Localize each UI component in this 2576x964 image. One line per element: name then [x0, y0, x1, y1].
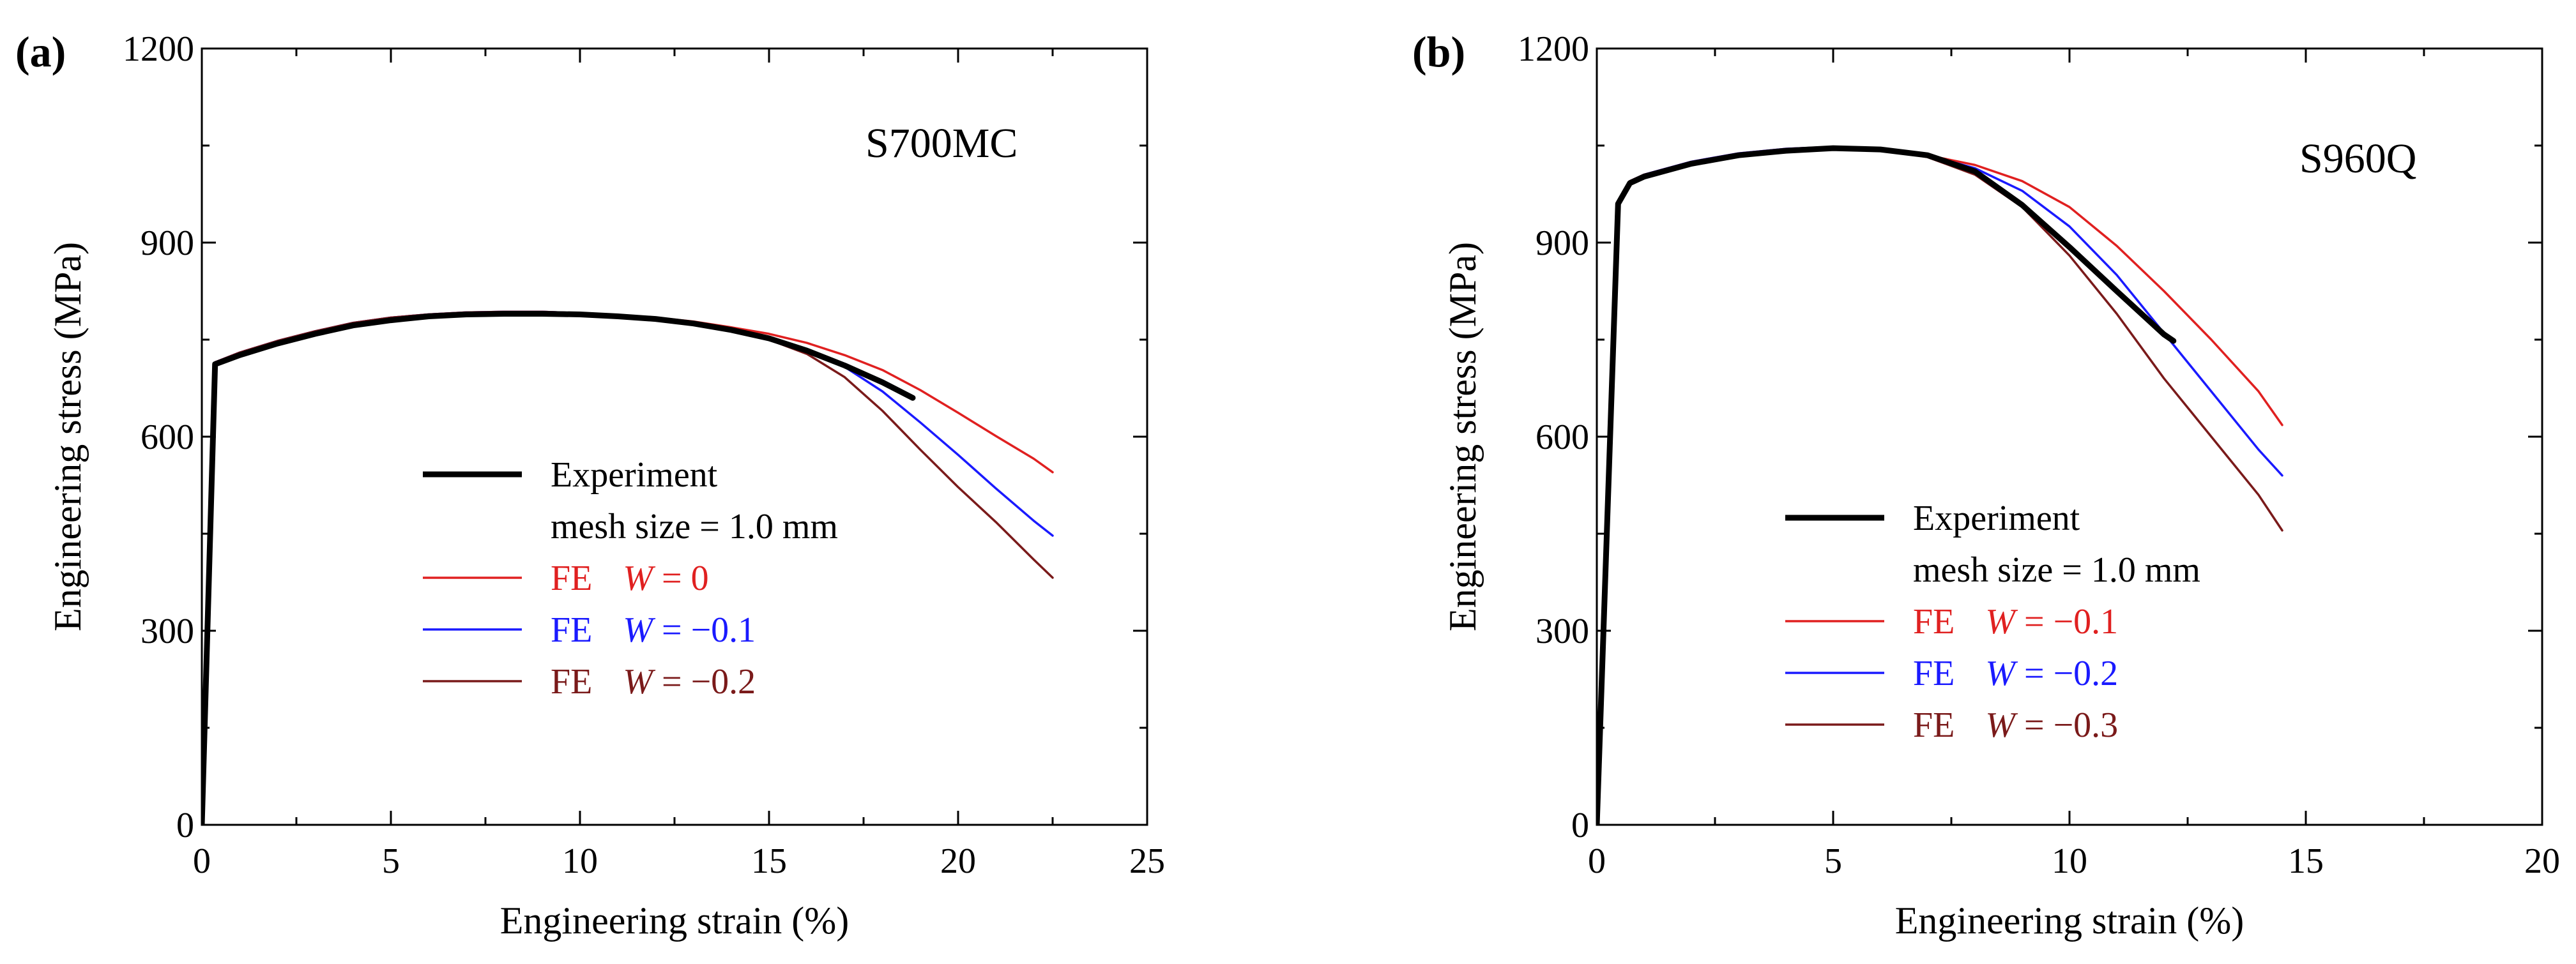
- legend-w-symbol: W: [1985, 602, 2018, 642]
- legend-w-symbol: W: [623, 559, 655, 598]
- x-tick-label: 0: [193, 841, 211, 881]
- legend-label: FE W = −0.3: [1913, 705, 2118, 745]
- legend-w-value: = −0.2: [653, 662, 756, 702]
- legend-w-symbol: W: [623, 662, 655, 702]
- x-tick-label: 5: [382, 841, 400, 881]
- panel-label: (a): [15, 27, 66, 76]
- legend-w-symbol: W: [1985, 705, 2018, 745]
- series-line-3: [1597, 145, 2177, 825]
- y-axis-label: Engineering stress (MPa): [1442, 242, 1484, 631]
- legend-w-value: = −0.1: [653, 610, 756, 650]
- legend-fe-prefix: FE: [551, 559, 592, 598]
- legend-w-value: = −0.3: [2015, 705, 2118, 745]
- legend-w-symbol: W: [1985, 654, 2018, 693]
- y-tick-label: 300: [141, 612, 194, 651]
- y-tick-label: 1200: [123, 29, 194, 69]
- legend-w-value: = −0.1: [2015, 602, 2118, 642]
- x-tick-label: 15: [751, 841, 787, 881]
- x-tick-label: 5: [1824, 841, 1842, 881]
- material-annotation: S700MC: [865, 120, 1017, 167]
- legend-label: FE W = 0: [551, 559, 709, 598]
- legend-label: Experiment: [1913, 499, 2080, 538]
- legend-note: mesh size = 1.0 mm: [1913, 550, 2200, 590]
- legend-label: FE W = −0.1: [1913, 602, 2118, 642]
- x-tick-label: 10: [562, 841, 598, 881]
- legend: Experiment mesh size = 1.0 mm FE W = 0 FE W =…: [423, 455, 838, 702]
- chart-panel-0: 0 5 10 15 20 25 0 300 600 900 1200 Engineering stra…: [15, 27, 1165, 942]
- y-tick-label: 900: [1536, 223, 1589, 263]
- legend-w-symbol: W: [623, 610, 655, 650]
- legend-fe-prefix: FE: [551, 662, 592, 702]
- chart-panel-1: 0 5 10 15 20 0 300 600 900 1200 Engineering strain…: [1412, 27, 2560, 942]
- legend-label: FE W = −0.1: [551, 610, 756, 650]
- y-tick-label: 300: [1536, 612, 1589, 651]
- legend-w-value: = 0: [653, 559, 709, 598]
- legend-fe-prefix: FE: [1913, 602, 1955, 642]
- series-group: [202, 310, 1054, 825]
- x-tick-label: 10: [2052, 841, 2087, 881]
- x-axis-label: Engineering strain (%): [500, 900, 849, 942]
- material-annotation: S960Q: [2299, 135, 2416, 182]
- x-axis-label: Engineering strain (%): [1895, 900, 2244, 942]
- series-line-3: [202, 311, 916, 825]
- legend-label: Experiment: [551, 455, 718, 495]
- x-tick-label: 20: [940, 841, 976, 881]
- legend-fe-prefix: FE: [1913, 654, 1955, 693]
- y-tick-label: 1200: [1518, 29, 1589, 69]
- x-tick-label: 25: [1129, 841, 1165, 881]
- legend-fe-prefix: FE: [551, 610, 592, 650]
- panel-label: (b): [1412, 27, 1465, 76]
- legend-w-value: = −0.2: [2015, 654, 2118, 693]
- legend-label: FE W = −0.2: [1913, 654, 2118, 693]
- y-tick-label: 900: [141, 223, 194, 263]
- y-tick-label: 600: [1536, 418, 1589, 457]
- x-tick-label: 0: [1588, 841, 1606, 881]
- y-tick-label: 0: [1571, 806, 1589, 845]
- y-axis-label: Engineering stress (MPa): [47, 242, 89, 631]
- x-tick-label: 20: [2524, 841, 2560, 881]
- legend-label: FE W = −0.2: [551, 662, 756, 702]
- y-tick-label: 0: [176, 806, 194, 845]
- y-tick-label: 600: [141, 418, 194, 457]
- series-group: [1597, 145, 2283, 825]
- legend-fe-prefix: FE: [1913, 705, 1955, 745]
- legend-note: mesh size = 1.0 mm: [551, 507, 838, 546]
- x-tick-label: 15: [2288, 841, 2324, 881]
